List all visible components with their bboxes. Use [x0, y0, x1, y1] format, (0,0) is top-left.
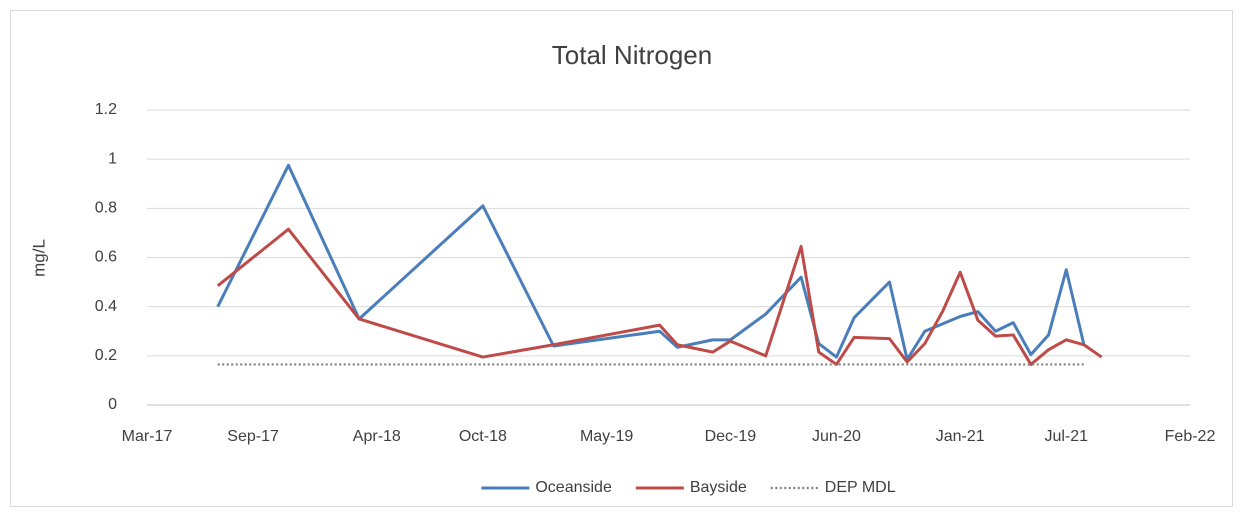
chart-title: Total Nitrogen: [552, 40, 712, 70]
y-axis-label: mg/L: [29, 239, 48, 277]
x-tick-label: Dec-19: [705, 428, 757, 445]
legend-label: Bayside: [690, 479, 747, 496]
x-tick-label: Feb-22: [1165, 428, 1216, 445]
x-tick-label: Jun-20: [812, 428, 861, 445]
legend-label: Oceanside: [535, 479, 612, 496]
x-tick-label: Jan-21: [936, 428, 985, 445]
x-tick-label: Sep-17: [227, 428, 279, 445]
x-tick-label: Oct-18: [459, 428, 507, 445]
y-tick-label: 0.4: [95, 298, 117, 315]
series-line: [216, 227, 1103, 366]
x-tick-label: Jul-21: [1044, 428, 1088, 445]
y-tick-label: 0.2: [95, 347, 117, 364]
legend-label: DEP MDL: [825, 479, 896, 496]
y-tick-label: 0.6: [95, 249, 117, 266]
y-tick-label: 0.8: [95, 200, 117, 217]
y-tick-label: 0: [108, 396, 117, 413]
x-tick-label: May-19: [580, 428, 633, 445]
x-tick-label: Mar-17: [122, 428, 173, 445]
y-tick-label: 1.2: [95, 101, 117, 118]
chart-frame: [10, 10, 1233, 507]
y-tick-label: 1: [108, 150, 117, 167]
x-tick-label: Apr-18: [353, 428, 401, 445]
